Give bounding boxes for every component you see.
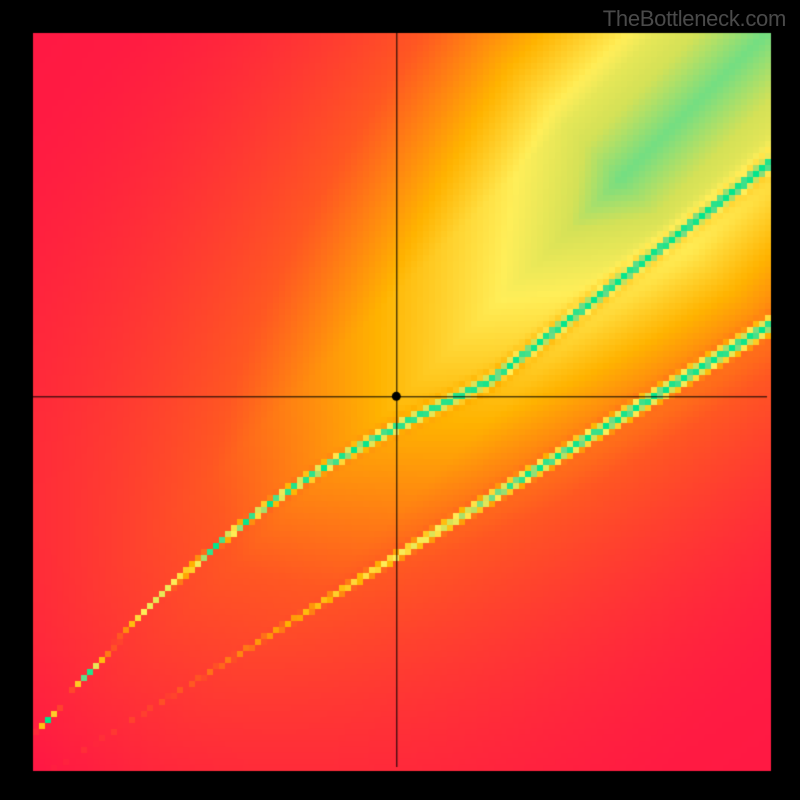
heatmap-canvas	[0, 0, 800, 800]
watermark-text: TheBottleneck.com	[603, 6, 786, 32]
chart-container: TheBottleneck.com	[0, 0, 800, 800]
